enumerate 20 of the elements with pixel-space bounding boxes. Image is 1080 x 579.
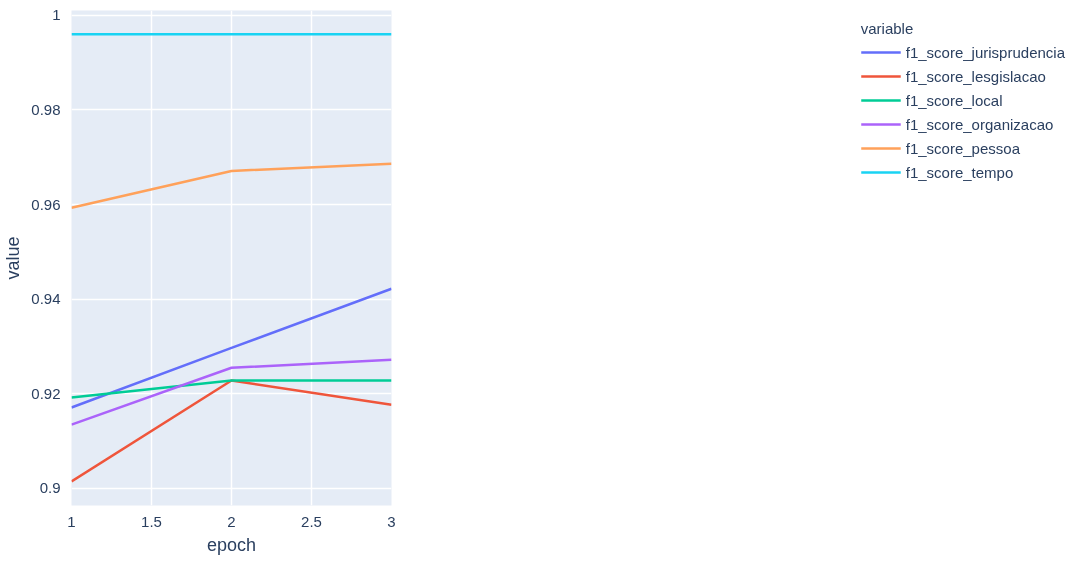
legend-label: f1_score_local	[905, 91, 1003, 109]
legend-label: f1_score_organizacao	[905, 115, 1054, 133]
y-tick-label: 0.9	[39, 479, 61, 497]
legend-label: f1_score_lesgislacao	[905, 67, 1046, 85]
legend-label: f1_score_pessoa	[905, 139, 1020, 157]
x-tick-label: 3	[387, 512, 396, 530]
x-tick-label: 1.5	[141, 512, 162, 530]
y-tick-label: 0.94	[31, 290, 61, 308]
y-tick-label: 1	[52, 6, 61, 24]
x-tick-label: 2.5	[301, 512, 322, 530]
x-tick-label: 1	[67, 512, 76, 530]
y-tick-label: 0.92	[31, 384, 61, 402]
y-tick-label: 0.96	[31, 195, 61, 213]
legend-label: f1_score_jurisprudencia	[905, 43, 1065, 61]
y-tick-label: 0.98	[31, 100, 61, 118]
legend-label: f1_score_tempo	[905, 163, 1014, 181]
x-tick-label: 2	[227, 512, 236, 530]
x-axis-title: epoch	[206, 534, 257, 555]
legend-title: variable	[860, 20, 915, 37]
y-axis-title: value	[3, 236, 24, 280]
